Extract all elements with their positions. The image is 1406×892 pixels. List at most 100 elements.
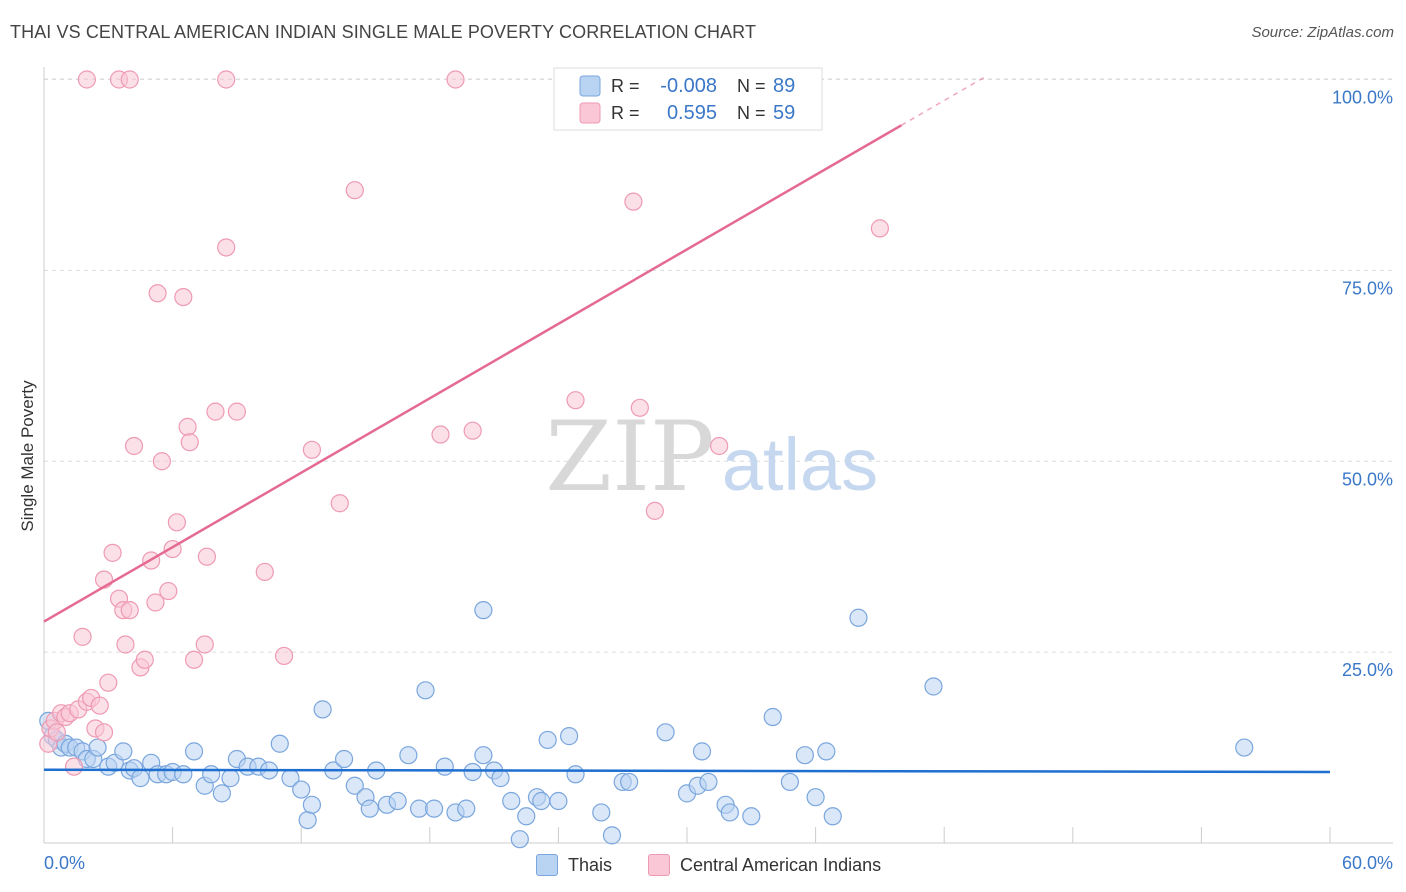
correlation-legend: R = -0.008 N = 89 R = 0.595 N = 59 bbox=[553, 67, 823, 131]
cai-point bbox=[135, 650, 154, 669]
cai-point bbox=[197, 547, 216, 566]
cai-point bbox=[630, 398, 649, 417]
thais-point bbox=[463, 762, 482, 782]
chart-title: THAI VS CENTRAL AMERICAN INDIAN SINGLE M… bbox=[10, 22, 757, 42]
thais-point bbox=[763, 707, 782, 727]
cai-point bbox=[345, 181, 364, 200]
thais-point bbox=[399, 746, 418, 765]
cai-point bbox=[47, 723, 66, 742]
y-tick-label: 50.0% bbox=[1342, 469, 1393, 489]
thais-point bbox=[491, 769, 510, 788]
cai-point bbox=[124, 436, 144, 456]
legend-r-label-2: R = bbox=[611, 103, 640, 123]
cai-point bbox=[178, 417, 197, 436]
cai-point bbox=[645, 501, 664, 520]
cai-point bbox=[184, 650, 204, 669]
watermark: ZIP atlas bbox=[545, 401, 878, 513]
thais-point bbox=[474, 746, 493, 765]
thais-point bbox=[592, 803, 611, 822]
cai-point bbox=[180, 433, 199, 452]
thais-point bbox=[345, 776, 364, 795]
bottom-legend-thais: Thais bbox=[536, 852, 612, 878]
thais-point bbox=[114, 742, 133, 761]
cai-point bbox=[99, 673, 118, 692]
thais-point bbox=[817, 742, 836, 761]
cai-point bbox=[167, 513, 186, 532]
legend-swatch-cai bbox=[579, 102, 601, 124]
thais-point bbox=[849, 608, 868, 627]
thais-point bbox=[560, 727, 579, 746]
y-tick-label: 100.0% bbox=[1332, 88, 1393, 108]
cai-point bbox=[148, 284, 167, 303]
thais-point bbox=[184, 742, 204, 761]
thais-point bbox=[212, 784, 231, 803]
legend-n-value-1: 89 bbox=[773, 75, 795, 97]
thais-point bbox=[538, 730, 557, 750]
bottom-legend-swatch-thais bbox=[536, 854, 558, 876]
legend-r-value-2: 0.595 bbox=[667, 102, 717, 124]
thais-point bbox=[474, 601, 493, 620]
x-tick-label-end: 60.0% bbox=[1342, 853, 1393, 873]
thais-point bbox=[424, 799, 444, 818]
x-tick-label-start: 0.0% bbox=[44, 853, 85, 873]
cai-point bbox=[64, 757, 84, 776]
bottom-legend-cai: Central American Indians bbox=[648, 852, 881, 878]
thais-point bbox=[502, 791, 521, 811]
thais-point bbox=[510, 830, 529, 849]
legend-n-label-2: N = bbox=[737, 103, 766, 123]
cai-point bbox=[624, 192, 643, 211]
thais-point bbox=[699, 772, 718, 792]
cai-point bbox=[302, 440, 322, 459]
thais-point bbox=[924, 677, 943, 696]
legend-n-value-2: 59 bbox=[773, 102, 795, 124]
cai-point bbox=[217, 238, 236, 257]
thais-point bbox=[656, 723, 675, 742]
thais-point bbox=[823, 807, 842, 826]
thais-point bbox=[221, 769, 240, 788]
thais-point bbox=[720, 803, 739, 822]
cai-point bbox=[146, 593, 165, 612]
legend-r-label-1: R = bbox=[611, 76, 640, 96]
thais-trend-line bbox=[43, 768, 1331, 774]
cai-point bbox=[174, 287, 193, 307]
cai-point bbox=[870, 219, 890, 238]
thais-point bbox=[742, 807, 761, 826]
cai-point bbox=[120, 601, 139, 620]
thais-point bbox=[388, 791, 407, 811]
chart-source: Source: ZipAtlas.com bbox=[1251, 24, 1394, 41]
thais-point bbox=[780, 772, 799, 792]
thais-point bbox=[1235, 738, 1254, 757]
thais-point bbox=[795, 746, 814, 765]
thais-point bbox=[602, 826, 622, 845]
legend-swatch-thais bbox=[579, 75, 601, 97]
legend-r-value-1: -0.008 bbox=[660, 75, 717, 97]
cai-point bbox=[710, 436, 729, 456]
bottom-legend-label-cai: Central American Indians bbox=[680, 854, 882, 875]
thais-point bbox=[334, 749, 354, 769]
cai-point bbox=[217, 70, 236, 89]
cai-trend-extension bbox=[900, 75, 988, 126]
thais-point bbox=[202, 765, 221, 784]
cai-point bbox=[463, 421, 482, 440]
y-tick-label: 75.0% bbox=[1342, 278, 1393, 298]
cai-point bbox=[152, 452, 171, 471]
watermark-atlas: atlas bbox=[722, 423, 878, 506]
y-tick-label: 25.0% bbox=[1342, 660, 1393, 680]
thais-point bbox=[806, 788, 825, 807]
cai-point bbox=[73, 627, 92, 646]
cai-point bbox=[90, 696, 109, 715]
thais-point bbox=[692, 742, 712, 761]
cai-point bbox=[566, 391, 585, 410]
cai-point bbox=[159, 581, 178, 601]
cai-point bbox=[446, 70, 465, 89]
cai-point bbox=[103, 543, 122, 562]
thais-point bbox=[292, 780, 311, 799]
thais-point bbox=[457, 799, 476, 818]
cai-point bbox=[274, 646, 294, 666]
thais-point bbox=[298, 810, 317, 830]
bottom-legend-swatch-cai bbox=[648, 854, 670, 876]
cai-point bbox=[195, 635, 214, 654]
thais-point bbox=[88, 738, 107, 757]
bottom-legend-label-thais: Thais bbox=[568, 854, 613, 875]
